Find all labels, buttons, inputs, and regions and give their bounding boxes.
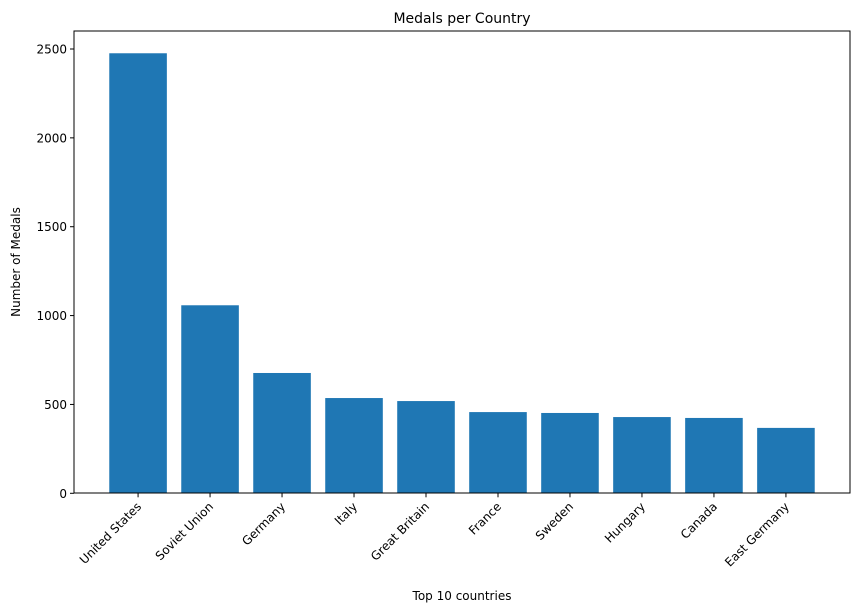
x-tick-label: Soviet Union: [153, 500, 217, 564]
x-tick-label: Canada: [678, 500, 720, 542]
x-axis-label: Top 10 countries: [412, 589, 512, 603]
bar-france: [469, 412, 527, 494]
y-tick-label: 2000: [36, 131, 67, 145]
bar-soviet-union: [181, 305, 239, 494]
x-tick-label: Hungary: [602, 500, 648, 546]
bar-italy: [325, 398, 383, 494]
x-tick-label: East Germany: [722, 500, 792, 570]
x-tick-label: United States: [77, 500, 144, 567]
x-tick-label: France: [466, 500, 504, 538]
chart-title: Medals per Country: [393, 11, 530, 27]
y-tick-label: 0: [59, 487, 67, 501]
x-tick-label: Great Britain: [368, 500, 432, 564]
x-tick-label: Sweden: [533, 500, 576, 543]
y-axis-label: Number of Medals: [9, 207, 23, 317]
y-tick-label: 500: [44, 398, 67, 412]
bar-sweden: [541, 412, 599, 494]
bar-great-britain: [397, 401, 455, 494]
x-tick-label: Germany: [239, 500, 288, 549]
x-tick-label: Italy: [332, 500, 360, 528]
bar-east-germany: [757, 427, 815, 494]
bar-united-states: [109, 53, 167, 494]
y-tick-label: 1000: [36, 309, 67, 323]
y-tick-label: 1500: [36, 220, 67, 234]
y-tick-label: 2500: [36, 43, 67, 57]
bar-canada: [685, 417, 743, 494]
bar-hungary: [613, 417, 671, 494]
plot-frame: [73, 30, 851, 494]
bar-germany: [253, 372, 311, 494]
